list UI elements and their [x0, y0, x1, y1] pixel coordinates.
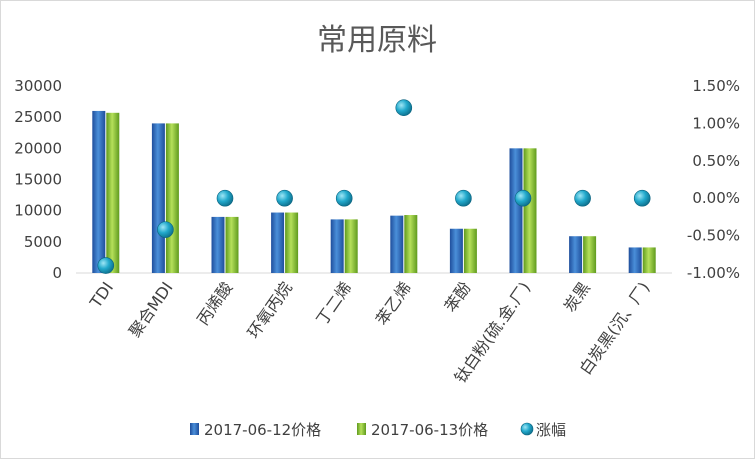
- change-point: [455, 189, 472, 207]
- bar-0613: [225, 216, 239, 273]
- y2-tick-label: 0.50%: [692, 152, 740, 170]
- bar-0613: [583, 236, 597, 273]
- bar-0613: [106, 112, 120, 273]
- legend: 2017-06-12价格 2017-06-13价格 涨幅: [190, 421, 566, 439]
- change-point: [574, 189, 591, 207]
- y-tick-label: 30000: [14, 77, 62, 95]
- category-label: 丙烯酸: [193, 278, 236, 328]
- legend-item-change-label: 涨幅: [536, 421, 566, 439]
- change-point: [633, 189, 651, 207]
- bar-0613: [463, 228, 477, 273]
- right-axis-ticks: -1.00% -0.50% 0.00% 0.50% 1.00% 1.50%: [687, 77, 740, 282]
- y2-tick-label: 1.50%: [692, 77, 740, 95]
- y2-tick-label: 1.00%: [692, 114, 740, 132]
- bar-0613: [344, 219, 358, 273]
- category-label: TDI: [86, 278, 118, 312]
- change-point: [514, 189, 532, 207]
- y-tick-label: 0: [52, 264, 62, 282]
- change-point: [395, 99, 413, 116]
- chart-title: 常用原料: [317, 23, 437, 58]
- y2-tick-label: 0.00%: [692, 189, 740, 207]
- category-label: 炭黑: [560, 278, 594, 315]
- change-point: [216, 189, 234, 207]
- bar-0612: [271, 212, 285, 273]
- bar-0612: [449, 228, 463, 273]
- bar-0612: [330, 219, 344, 273]
- y-tick-label: 20000: [14, 139, 62, 157]
- legend-item-0612-label: 2017-06-12价格: [204, 421, 321, 439]
- category-label: 环氧丙烷: [244, 278, 296, 341]
- bar-0612: [211, 216, 225, 273]
- category-label: 苯乙烯: [372, 278, 415, 328]
- category-label: 丁二烯: [312, 278, 355, 328]
- change-dots: [97, 99, 651, 274]
- bar-0613: [523, 148, 537, 273]
- y-tick-label: 5000: [24, 233, 62, 251]
- category-label: 苯酚: [441, 278, 475, 315]
- bar-0612: [628, 247, 642, 273]
- change-point: [276, 189, 293, 207]
- bar-0613: [642, 247, 656, 273]
- bar-0612: [390, 215, 404, 273]
- legend-item-0612-swatch: [190, 423, 199, 435]
- y-tick-label: 10000: [14, 202, 62, 220]
- y2-tick-label: -0.50%: [687, 227, 740, 245]
- bar-0612: [569, 236, 583, 273]
- y-tick-label: 25000: [14, 108, 62, 126]
- bar-0612: [509, 148, 523, 273]
- legend-item-change-swatch: [520, 422, 534, 436]
- category-label: 聚合MDI: [125, 278, 177, 340]
- change-point: [157, 221, 174, 238]
- bar-0613: [404, 215, 418, 273]
- left-axis-ticks: 0 5000 10000 15000 20000 25000 30000: [14, 77, 62, 282]
- y-tick-label: 15000: [14, 171, 62, 189]
- legend-item-0613-swatch: [357, 423, 366, 435]
- bar-0612: [92, 110, 106, 273]
- change-point: [335, 189, 353, 207]
- bar-0613: [165, 123, 179, 274]
- legend-item-0613-label: 2017-06-13价格: [371, 421, 488, 439]
- change-point: [97, 257, 115, 274]
- bars: [92, 110, 656, 274]
- bar-0612: [151, 123, 165, 274]
- bar-0613: [285, 212, 299, 273]
- y2-tick-label: -1.00%: [687, 264, 740, 282]
